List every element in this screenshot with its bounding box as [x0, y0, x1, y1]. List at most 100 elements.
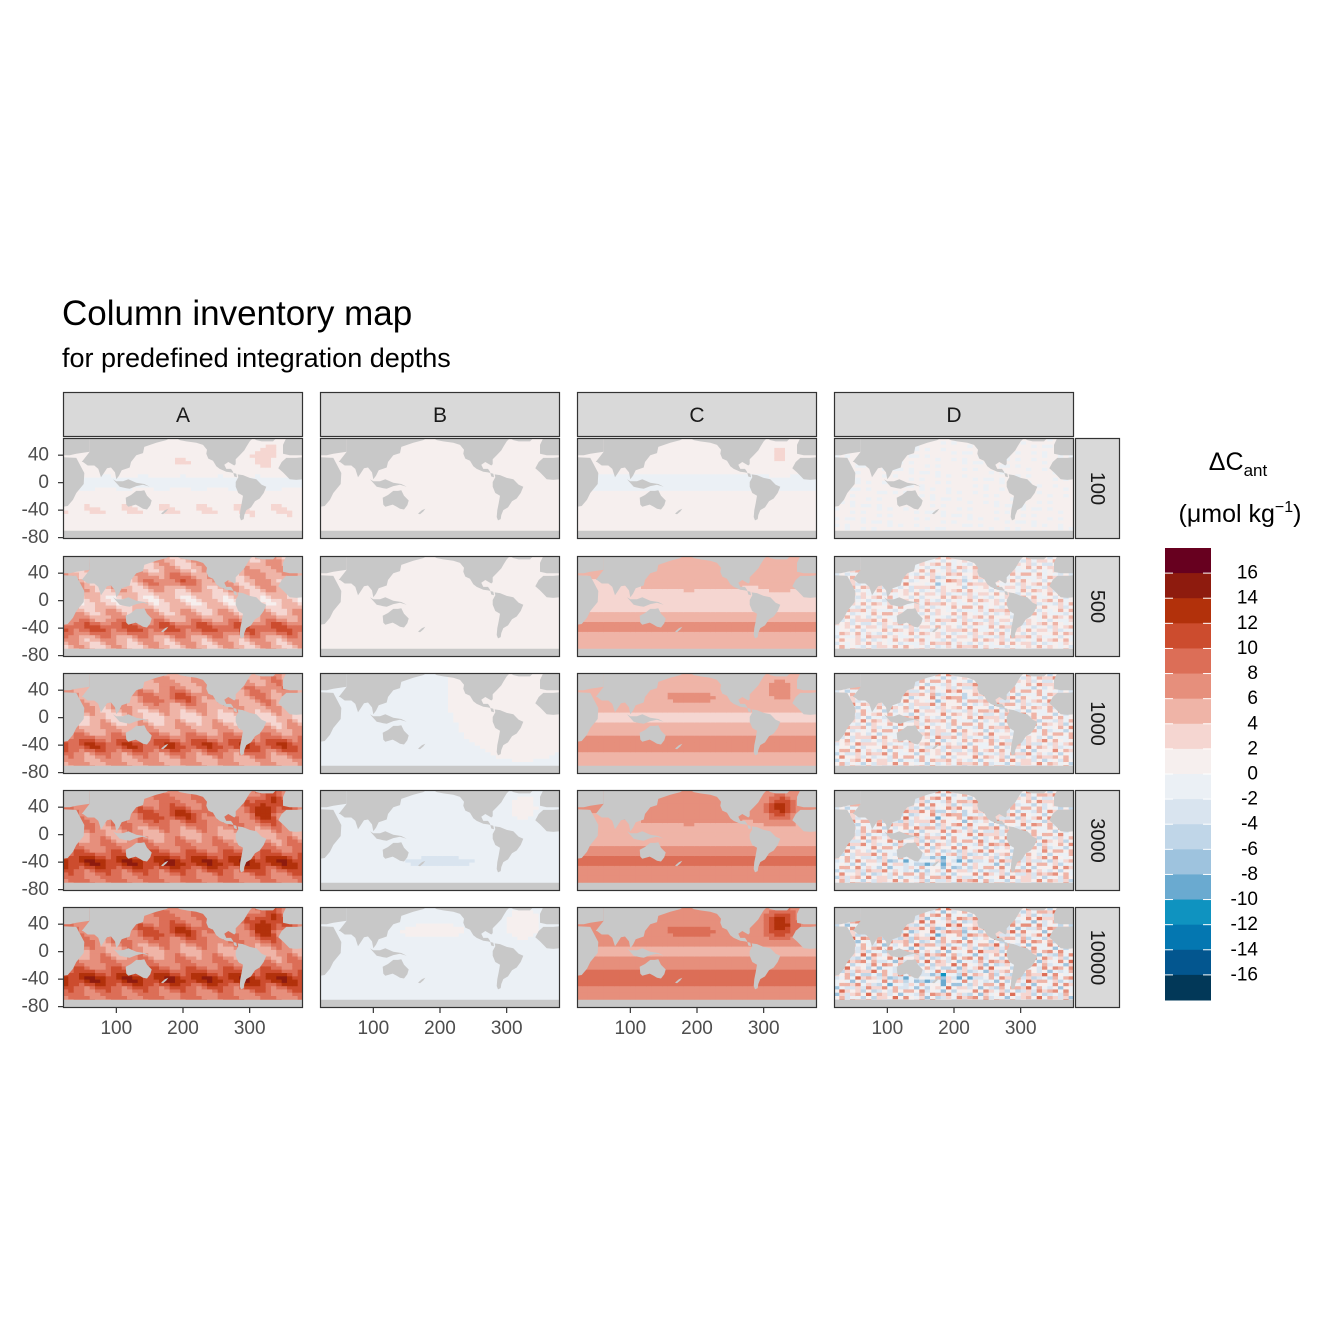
heat-cell [609, 480, 615, 485]
heat-cell [191, 457, 197, 462]
heat-cell [662, 461, 669, 465]
heat-cell [731, 497, 738, 502]
heat-cell [336, 494, 342, 498]
heat-cell [73, 507, 80, 512]
heat-cell [405, 451, 412, 456]
heat-cell [437, 457, 444, 462]
heat-cell [844, 523, 851, 528]
heat-cell [528, 464, 534, 469]
heat-cell [357, 507, 364, 512]
heat-cell [180, 513, 187, 518]
heat-cell [946, 523, 952, 528]
heat-cell [458, 520, 465, 525]
heat-cell [287, 454, 293, 459]
heat-cell [233, 477, 240, 482]
heat-cell [287, 527, 293, 531]
heat-cell [855, 494, 862, 498]
heat-cell [496, 467, 502, 472]
heat-cell [940, 484, 947, 489]
heat-cell [887, 500, 894, 505]
heat-cell [630, 513, 637, 518]
heat-cell [635, 507, 642, 512]
heat-cell [265, 474, 272, 479]
heat-cell [731, 480, 738, 485]
heat-cell [116, 504, 123, 508]
heat-cell [378, 477, 385, 482]
heat-cell [148, 507, 155, 512]
heat-cell [480, 504, 486, 508]
heat-cell [726, 464, 733, 469]
heat-cell [694, 513, 701, 518]
heat-cell [538, 510, 545, 515]
heat-cell [673, 474, 679, 479]
heat-cell [715, 517, 722, 522]
heat-cell [244, 510, 251, 515]
heat-cell [121, 500, 128, 505]
heat-cell [255, 454, 261, 459]
heat-cell [753, 520, 759, 525]
heat-cell [924, 520, 931, 525]
heat-cell [544, 504, 550, 508]
heat-cell [673, 441, 679, 446]
heat-cell [844, 494, 851, 498]
heat-cell [416, 441, 422, 446]
heat-cell [694, 467, 701, 472]
heat-cell [528, 471, 534, 475]
heat-cell [630, 527, 637, 531]
heat-cell [201, 451, 208, 456]
heat-cell [341, 487, 348, 492]
heat-cell [726, 527, 733, 531]
heat-cell [517, 504, 524, 508]
heat-cell [619, 497, 626, 502]
heat-cell [635, 510, 642, 515]
heat-cell [362, 517, 369, 522]
heat-cell [956, 471, 963, 475]
heat-cell [244, 447, 251, 452]
heat-cell [554, 504, 560, 508]
heat-cell [699, 487, 706, 492]
heat-cell [850, 490, 856, 495]
heat-cell [325, 504, 332, 508]
heat-cell [737, 500, 743, 505]
heat-cell [850, 457, 856, 462]
heat-cell [132, 510, 139, 515]
heat-cell [619, 480, 626, 485]
heat-cell [517, 523, 524, 528]
heat-cell [742, 484, 749, 489]
heat-cell [164, 467, 171, 472]
heat-cell [185, 480, 192, 485]
heat-cell [410, 517, 417, 522]
heat-cell [625, 490, 631, 495]
heat-cell [73, 500, 80, 505]
heat-cell [357, 480, 364, 485]
heat-cell [276, 520, 283, 525]
heat-cell [384, 527, 390, 531]
heat-cell [850, 523, 856, 528]
heat-cell [281, 487, 288, 492]
heat-cell [694, 494, 701, 498]
heat-cell [426, 444, 433, 449]
heat-cell [598, 527, 605, 531]
heat-cell [249, 513, 256, 518]
heat-cell [641, 471, 647, 475]
heat-cell [416, 527, 422, 531]
heat-cell [651, 487, 658, 492]
heat-cell [919, 497, 926, 502]
heat-cell [593, 523, 599, 528]
heat-cell [368, 513, 374, 518]
heat-cell [400, 451, 406, 456]
heat-cell [554, 520, 560, 525]
heat-cell [180, 471, 187, 475]
heat-cell [850, 461, 856, 465]
heat-cell [400, 477, 406, 482]
heat-cell [538, 477, 545, 482]
heat-cell [346, 494, 353, 498]
heat-cell [496, 454, 502, 459]
heat-cell [683, 441, 690, 446]
heat-cell [212, 527, 219, 531]
heat-cell [769, 507, 775, 512]
heat-cell [421, 444, 428, 449]
heat-cell [962, 504, 968, 508]
heat-cell [159, 471, 165, 475]
heat-cell [892, 520, 899, 525]
